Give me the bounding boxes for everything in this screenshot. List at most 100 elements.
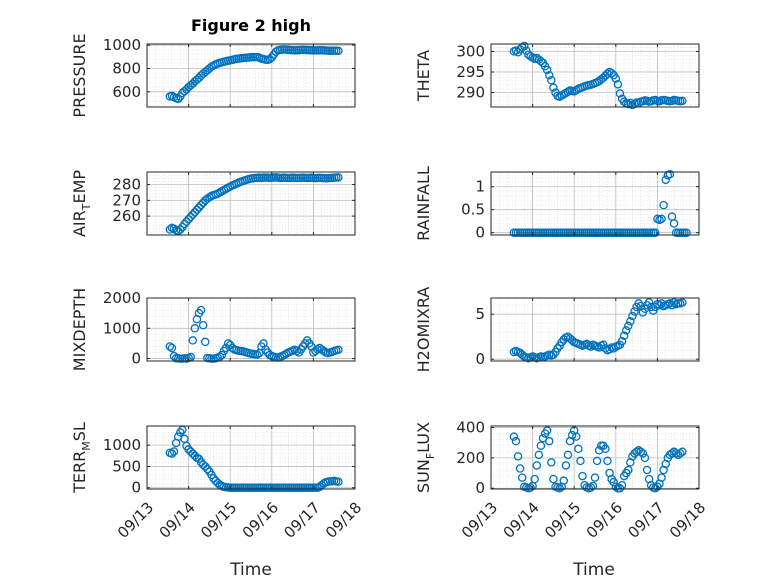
- y-tick-label: 200: [456, 449, 485, 467]
- y-axis-label-subscript: M: [80, 441, 93, 451]
- data-point: [194, 203, 204, 212]
- data-point: [669, 219, 679, 228]
- y-axis-label-main: SUN: [414, 459, 433, 493]
- data-point: [509, 432, 519, 441]
- y-tick-label: 300: [456, 42, 485, 60]
- data-point: [601, 344, 610, 353]
- data-point: [515, 464, 525, 473]
- data-point: [619, 97, 629, 106]
- data-point: [213, 189, 222, 198]
- data-point: [165, 225, 175, 234]
- data-point: [547, 75, 556, 85]
- axes-box: [490, 171, 700, 236]
- data-point: [651, 483, 660, 493]
- y-axis-label: H2OMIXRA: [414, 287, 433, 373]
- data-point: [526, 483, 535, 492]
- y-tick-label: 1000: [103, 436, 141, 454]
- data-point: [669, 298, 679, 307]
- data-point: [169, 224, 179, 233]
- data-point: [517, 350, 527, 359]
- data-point: [544, 436, 554, 446]
- data-point: [549, 474, 558, 484]
- data-point: [659, 200, 668, 210]
- data-point: [678, 96, 687, 106]
- data-point: [574, 444, 583, 454]
- subplot-h2omixra: 0 5 H2OMIXRA: [414, 287, 700, 373]
- y-axis-label-subscript: T: [80, 203, 93, 211]
- y-axis-label-main: AIR: [70, 210, 89, 237]
- plot-area: [491, 172, 699, 235]
- data-point: [586, 483, 596, 492]
- data-point: [536, 441, 546, 450]
- y-tick-label: 290: [456, 84, 485, 102]
- data-point: [200, 337, 210, 347]
- data-point: [615, 89, 625, 98]
- data-point: [549, 83, 558, 92]
- figure-title: Figure 2 high: [191, 16, 311, 35]
- data-point: [530, 474, 539, 484]
- data-point: [624, 465, 633, 475]
- data-point: [665, 170, 675, 179]
- data-point: [592, 456, 602, 466]
- data-point: [590, 473, 600, 482]
- data-point: [603, 456, 612, 466]
- subplot-rainfall: 0 0.5 1 RAINFALL: [414, 166, 700, 242]
- data-point: [665, 299, 675, 308]
- data-point: [203, 464, 212, 474]
- data-point: [542, 426, 552, 435]
- y-tick-label: 800: [112, 60, 141, 78]
- data-point: [534, 450, 544, 460]
- data-point: [209, 474, 218, 483]
- y-tick-label: 600: [112, 83, 141, 101]
- axes-box: [146, 425, 356, 490]
- data-point: [182, 217, 191, 226]
- data-point: [619, 331, 629, 341]
- data-point: [626, 317, 635, 326]
- data-point: [572, 432, 581, 441]
- data-point: [594, 343, 604, 352]
- data-point: [186, 212, 195, 222]
- data-point: [567, 430, 577, 440]
- data-point: [334, 173, 343, 182]
- data-point: [561, 461, 571, 470]
- y-axis-label-subscript: F: [424, 453, 437, 459]
- data-point: [544, 71, 554, 80]
- y-tick-label: 0: [475, 350, 485, 368]
- y-tick-label: 5: [475, 305, 485, 323]
- data-point: [638, 449, 648, 458]
- data-point: [594, 446, 604, 455]
- data-point: [252, 350, 262, 359]
- data-point: [617, 336, 627, 346]
- data-point: [642, 465, 652, 475]
- y-tick-label: 400: [456, 419, 485, 437]
- data-point: [176, 225, 185, 234]
- axes-box: [490, 43, 700, 108]
- subplot-mixdepth: 0 1000 2000 MIXDEPTH: [70, 288, 356, 371]
- y-axis-label-main: RAINFALL: [414, 166, 433, 241]
- data-point: [334, 46, 343, 56]
- subplot-theta: 290 295 300 THETA: [414, 41, 700, 110]
- data-point: [167, 449, 177, 458]
- data-point: [578, 471, 587, 481]
- y-tick-label: 1000: [103, 36, 141, 54]
- data-point: [630, 307, 639, 316]
- data-point: [265, 54, 274, 64]
- data-point: [511, 436, 521, 446]
- y-tick-label: 0: [475, 224, 485, 242]
- data-point: [319, 346, 329, 356]
- y-tick-label: 0.5: [461, 201, 485, 219]
- data-point: [176, 428, 185, 437]
- data-point: [678, 447, 687, 457]
- data-point: [223, 339, 233, 348]
- y-tick-label: 0: [475, 479, 485, 497]
- data-point: [173, 94, 183, 104]
- data-point: [611, 74, 621, 83]
- data-point: [611, 482, 621, 491]
- y-tick-label: 280: [112, 176, 141, 194]
- data-point: [188, 210, 198, 219]
- data-point: [198, 321, 208, 330]
- data-point: [588, 481, 598, 491]
- data-point: [200, 462, 210, 471]
- data-point: [607, 68, 616, 78]
